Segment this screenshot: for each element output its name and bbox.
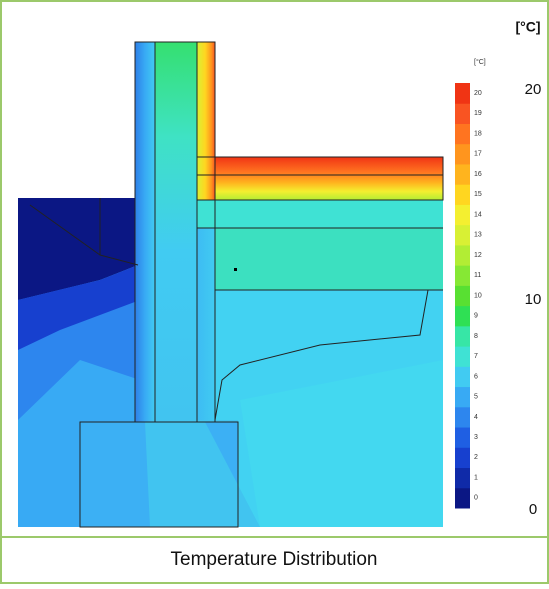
legend-label: 5: [474, 394, 478, 401]
legend-swatch: [455, 123, 470, 145]
legend-label: 0: [474, 495, 478, 502]
legend-swatch: [455, 163, 470, 185]
legend-swatch: [455, 386, 470, 408]
legend-label: 17: [474, 151, 482, 158]
legend-swatch: [455, 467, 470, 489]
legend-label: 11: [474, 272, 481, 279]
legend-swatch: [455, 83, 470, 104]
legend-label: 14: [474, 211, 482, 218]
legend-label: 13: [474, 232, 482, 239]
legend-label: 19: [474, 110, 482, 117]
side-label: 0: [529, 501, 537, 518]
side-scale: 20 10 0: [525, 81, 542, 518]
legend-swatch: [455, 325, 470, 347]
legend-label: 1: [474, 474, 478, 481]
legend-swatch: [455, 224, 470, 246]
caption: Temperature Distribution: [171, 549, 378, 570]
legend-label: 15: [474, 191, 482, 198]
legend-label: 2: [474, 454, 478, 461]
side-label: 10: [525, 291, 542, 308]
legend-swatch: [455, 265, 470, 286]
legend-swatch: [455, 346, 470, 367]
legend-swatch: [455, 184, 470, 205]
legend-label: 16: [474, 171, 482, 178]
thermal-image: [18, 41, 444, 528]
legend-swatch: [455, 244, 470, 266]
legend-swatch: [455, 487, 470, 509]
legend-label: 10: [474, 292, 482, 299]
side-label: 20: [525, 81, 542, 98]
legend-swatch: [455, 366, 470, 388]
legend-swatch: [455, 427, 470, 448]
legend-label: 12: [474, 252, 482, 259]
legend-label: 7: [474, 353, 478, 360]
legend-swatch: [455, 447, 470, 469]
legend-swatch: [455, 204, 470, 226]
legend-swatch: [455, 305, 470, 327]
legend-swatch: [455, 406, 470, 428]
legend-label: 3: [474, 434, 478, 441]
legend-swatch: [455, 143, 470, 165]
legend-label: 20: [474, 90, 482, 97]
legend-label: 6: [474, 373, 478, 380]
legend-unit: [°C]: [474, 58, 486, 66]
legend-swatch: [455, 103, 470, 124]
legend-label: 9: [474, 313, 478, 320]
legend-label: 18: [474, 130, 482, 137]
legend-label: 4: [474, 414, 478, 421]
legend-swatch: [455, 285, 470, 307]
side-unit: [°C]: [515, 19, 540, 35]
legend-label: 8: [474, 333, 478, 340]
